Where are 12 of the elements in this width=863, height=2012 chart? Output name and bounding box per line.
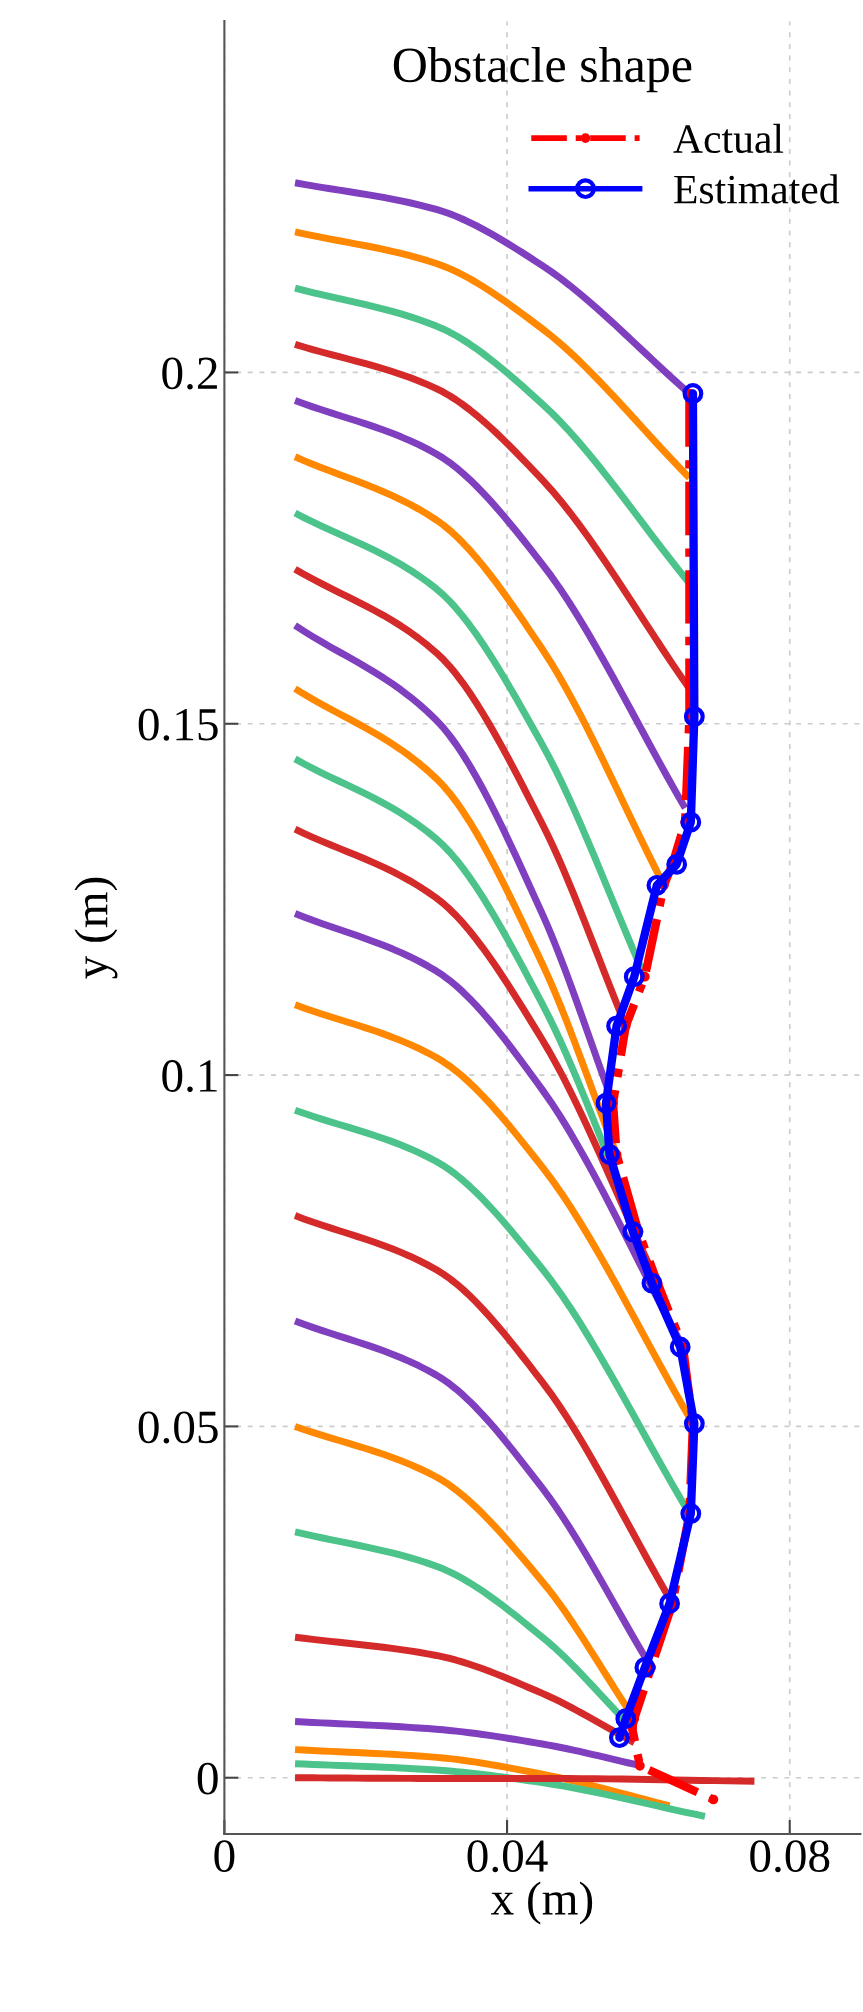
y-axis-title: y (m) bbox=[74, 877, 118, 979]
legend-label: Estimated bbox=[674, 174, 840, 204]
x-tick-label: 0.08 bbox=[750, 1840, 830, 1873]
chart-title: Obstacle shape bbox=[393, 46, 692, 93]
x-axis-title: x (m) bbox=[491, 1881, 593, 1925]
y-tick-label: 0.2 bbox=[162, 357, 217, 390]
y-tick-label: 0.15 bbox=[138, 708, 218, 741]
x-tick-label: 0.04 bbox=[467, 1840, 548, 1873]
legend-label: Actual bbox=[673, 123, 784, 154]
y-tick-label: 0.05 bbox=[138, 1411, 218, 1444]
y-tick-label: 0 bbox=[197, 1762, 218, 1795]
y-tick-label: 0.1 bbox=[162, 1060, 217, 1093]
